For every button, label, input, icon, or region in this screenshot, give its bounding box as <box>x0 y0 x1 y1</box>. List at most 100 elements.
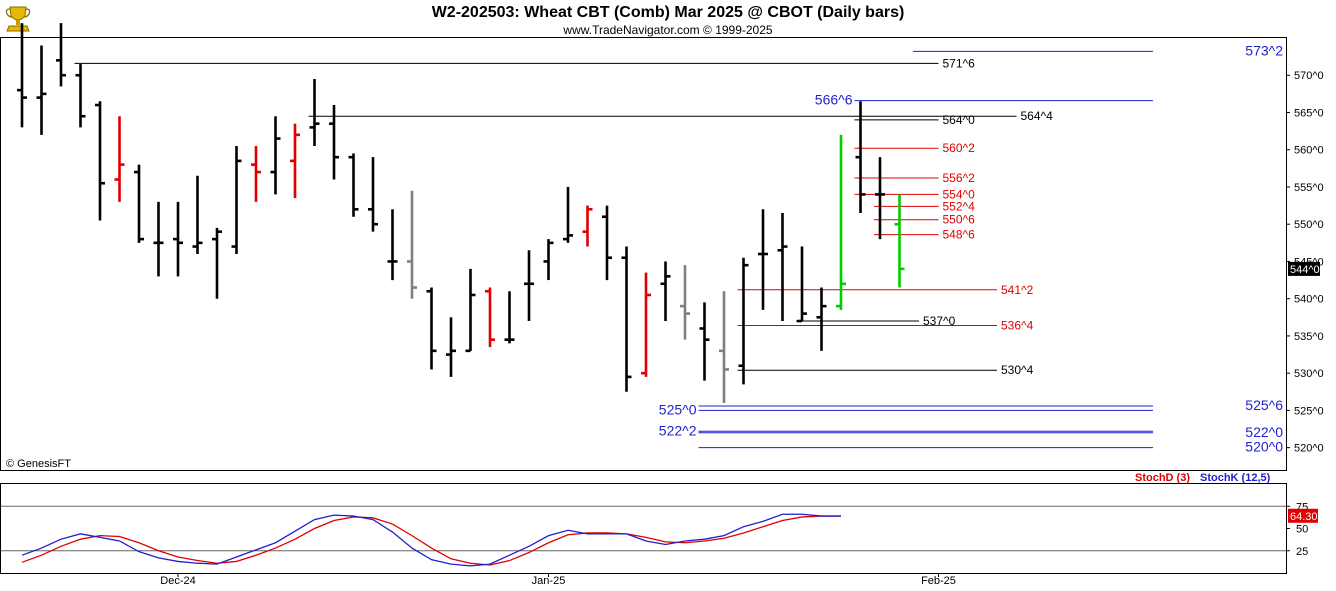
ohlc-bar <box>153 201 164 277</box>
price-bars <box>17 23 905 403</box>
ohlc-bar <box>114 116 125 202</box>
stoch-tick-label: 50 <box>1296 524 1308 536</box>
stoch-last-tag <box>1288 508 1318 523</box>
y-tick-label: 535^0 <box>1294 331 1324 343</box>
ohlc-bar <box>251 146 261 202</box>
level-label: 525^0 <box>659 401 697 417</box>
ohlc-bar <box>660 261 671 322</box>
level-label: 571^6 <box>943 56 976 70</box>
ohlc-bar <box>524 250 534 322</box>
ohlc-bar <box>738 257 749 385</box>
level-label: 556^2 <box>943 171 976 185</box>
ohlc-bar <box>582 205 593 247</box>
ohlc-bar <box>797 246 807 323</box>
stoch-series-line <box>21 515 841 566</box>
ohlc-bar <box>426 287 437 370</box>
level-label: 554^0 <box>943 187 976 201</box>
price-axis: 520^0525^0530^0535^0540^0545^0550^0555^0… <box>1286 70 1324 455</box>
y-tick-label: 565^0 <box>1294 107 1324 119</box>
level-label: 522^2 <box>659 422 697 438</box>
x-tick-label: Jan-25 <box>532 575 566 587</box>
x-tick-label: Feb-25 <box>921 575 956 587</box>
level-label: 541^2 <box>1001 283 1034 297</box>
stoch-tick-label: 25 <box>1296 546 1308 558</box>
ohlc-bar <box>504 291 515 344</box>
stochastic-panel <box>0 483 1287 574</box>
ohlc-bar <box>563 186 573 243</box>
ohlc-bar <box>894 194 905 288</box>
ohlc-bar <box>719 291 729 403</box>
x-axis: Dec-24 Jan-25 Feb-25 <box>160 573 956 587</box>
watermark: © GenesisFT <box>6 458 71 470</box>
ohlc-bar <box>348 153 359 217</box>
ohlc-bar <box>602 205 612 281</box>
y-tick-label: 550^0 <box>1294 219 1324 231</box>
ohlc-bar <box>270 116 281 195</box>
ohlc-bar <box>875 157 885 240</box>
level-label: 548^6 <box>943 228 976 242</box>
ohlc-bar <box>192 175 203 254</box>
ohlc-bar <box>36 45 47 135</box>
level-label: 552^4 <box>943 199 976 213</box>
ohlc-bar <box>485 287 495 348</box>
x-tick-label: Dec-24 <box>160 575 195 587</box>
y-tick-label: 540^0 <box>1294 294 1324 306</box>
level-label: 530^4 <box>1001 363 1034 377</box>
ohlc-bar <box>368 157 378 232</box>
ohlc-bar <box>309 78 320 146</box>
ohlc-bar <box>173 201 183 277</box>
level-label: 525^6 <box>1245 397 1283 413</box>
ohlc-bar <box>543 239 554 281</box>
level-label: 560^2 <box>943 141 976 155</box>
ohlc-bar <box>699 302 710 381</box>
ohlc-bar <box>621 246 632 392</box>
stoch-series-line <box>21 513 841 567</box>
level-label: 520^0 <box>1245 439 1283 455</box>
chart-title: W2-202503: Wheat CBT (Comb) Mar 2025 @ C… <box>432 4 905 21</box>
ohlc-bar <box>134 164 144 243</box>
trophy-icon[interactable] <box>3 3 33 33</box>
stoch-last-label: 64.30 <box>1290 511 1318 523</box>
last-price-tag <box>1288 261 1320 276</box>
level-label: 564^4 <box>1021 109 1054 123</box>
y-tick-label: 560^0 <box>1294 145 1324 157</box>
level-label: 566^6 <box>815 92 853 108</box>
ohlc-bar <box>75 64 86 128</box>
level-label: 573^2 <box>1245 42 1283 58</box>
level-label: 550^6 <box>943 213 976 227</box>
ohlc-bar <box>290 123 300 199</box>
ohlc-bar <box>758 209 768 310</box>
y-tick-label: 525^0 <box>1294 405 1324 417</box>
price-panel <box>0 37 1287 471</box>
ohlc-bar <box>680 265 690 340</box>
ohlc-bar <box>816 287 827 351</box>
ohlc-bar <box>777 213 788 322</box>
ohlc-bar <box>17 23 27 128</box>
level-label: 537^0 <box>923 314 956 328</box>
ohlc-bar <box>212 227 222 299</box>
ohlc-bar <box>836 134 846 310</box>
ohlc-bar <box>387 209 398 281</box>
legend-stoch-d: StochD (3) <box>1135 472 1190 484</box>
ohlc-bar <box>641 272 651 377</box>
last-price-label: 544^0 <box>1290 264 1320 276</box>
ohlc-bar <box>855 101 866 214</box>
y-tick-label: 570^0 <box>1294 70 1324 82</box>
legend-stoch-k: StochK (12,5) <box>1200 472 1271 484</box>
level-label: 522^0 <box>1245 424 1283 440</box>
ohlc-bar <box>95 101 105 221</box>
ohlc-bar <box>465 268 476 353</box>
level-label: 536^4 <box>1001 319 1034 333</box>
y-tick-label: 530^0 <box>1294 368 1324 380</box>
ohlc-bar <box>56 23 66 87</box>
ohlc-bar <box>446 317 456 377</box>
y-tick-label: 555^0 <box>1294 182 1324 194</box>
level-label: 564^0 <box>943 113 976 127</box>
chart-subtitle: www.TradeNavigator.com © 1999-2025 <box>562 23 772 37</box>
ohlc-bar <box>407 190 417 299</box>
price-levels: 573^2 571^6 566^6 564^4 564^0 560^2 556^2 554^0… <box>74 42 1283 455</box>
ohlc-bar <box>231 146 242 254</box>
y-tick-label: 520^0 <box>1294 443 1324 455</box>
